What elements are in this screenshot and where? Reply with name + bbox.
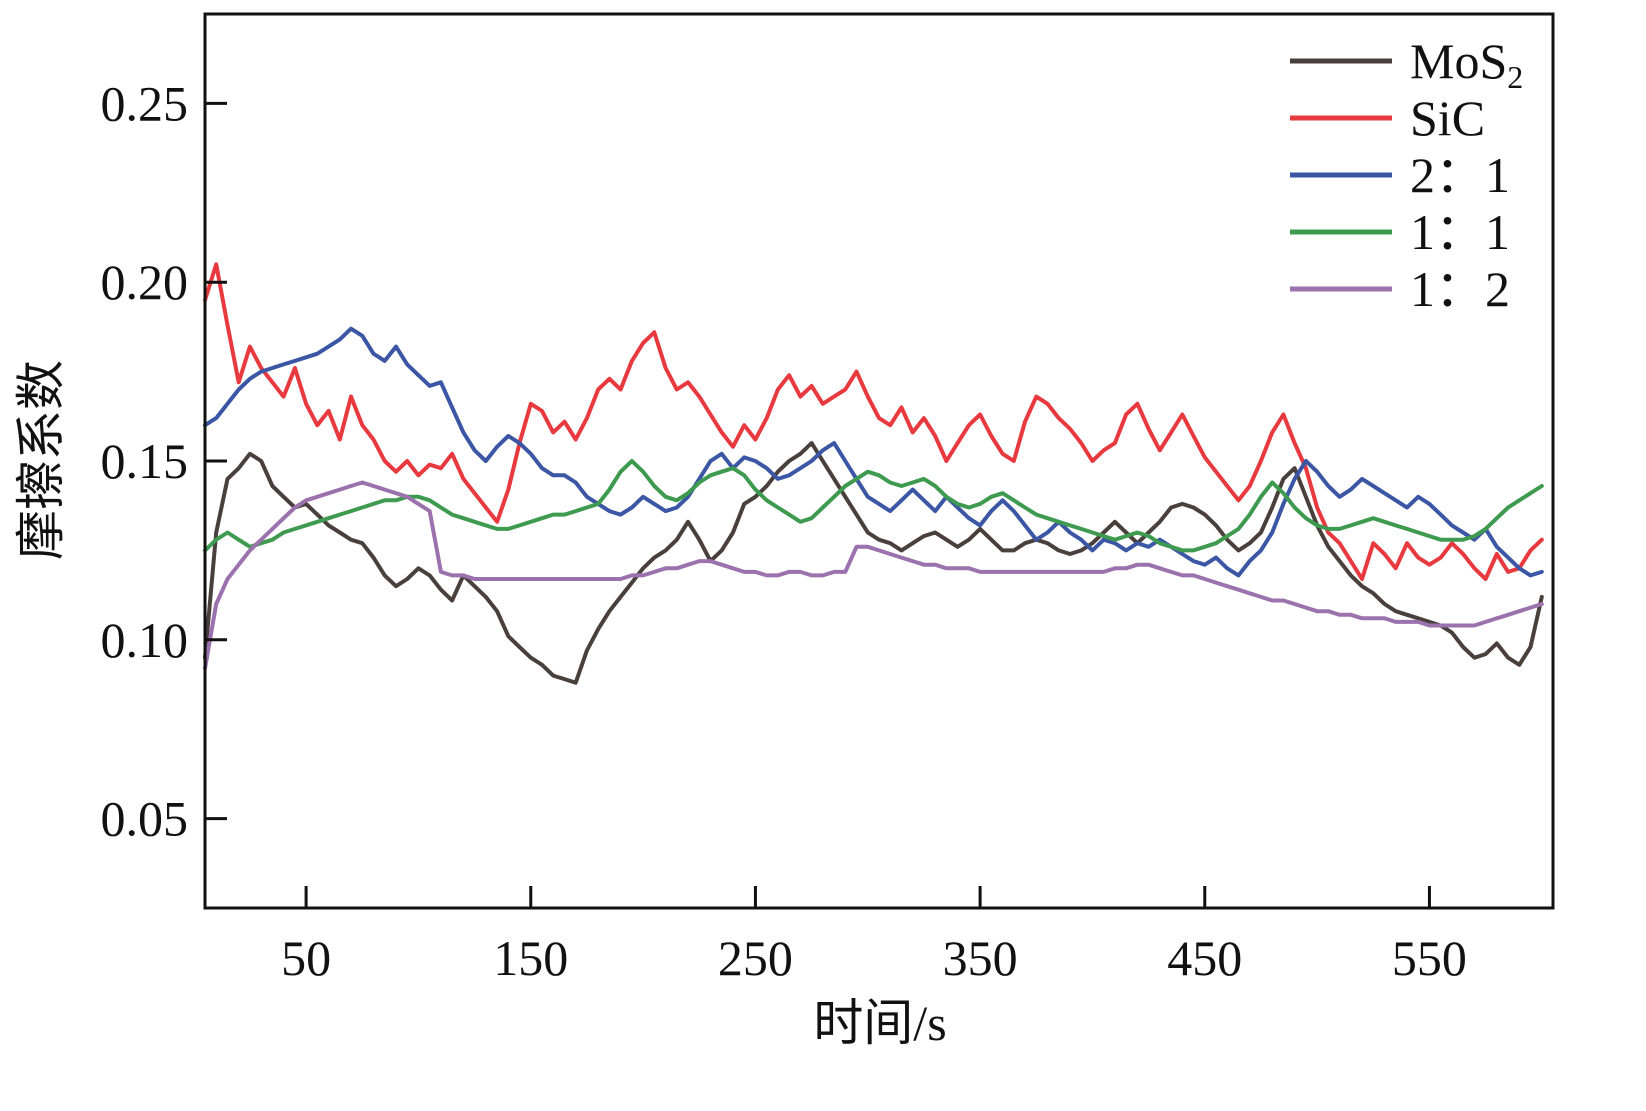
x-tick-label: 250 — [718, 930, 793, 986]
series-line-2 — [203, 326, 1544, 578]
legend-label: SiC — [1410, 90, 1485, 146]
ticks-layer: 50 150 250 350 450 550 0.05 0.10 0.15 0.20 0.25 — [101, 75, 1467, 986]
series-layer — [203, 262, 1544, 685]
series-line-3 — [203, 459, 1544, 553]
series-line-4 — [203, 480, 1544, 671]
x-tick-label: 350 — [943, 930, 1018, 986]
x-tick-label: 550 — [1392, 930, 1467, 986]
legend-label: 1：2 — [1410, 261, 1510, 317]
y-tick-label: 0.20 — [101, 254, 189, 310]
series-line-0 — [203, 441, 1544, 685]
legend-label-main: MoS — [1410, 33, 1507, 89]
y-tick-label: 0.15 — [101, 433, 189, 489]
y-tick-label: 0.25 — [101, 75, 189, 131]
legend-label-subscript: 2 — [1507, 59, 1523, 95]
x-tick-label: 50 — [281, 930, 331, 986]
y-axis-title: 摩擦系数 — [13, 360, 69, 560]
legend-label: 1：1 — [1410, 204, 1510, 260]
x-axis-title: 时间/s — [813, 995, 946, 1051]
legend-label: MoS2 — [1410, 33, 1523, 95]
y-tick-label: 0.05 — [101, 791, 189, 847]
y-tick-label: 0.10 — [101, 612, 189, 668]
legend-label: 2：1 — [1410, 147, 1510, 203]
x-tick-label: 150 — [493, 930, 568, 986]
series-line-1 — [203, 262, 1544, 581]
x-tick-label: 450 — [1167, 930, 1242, 986]
